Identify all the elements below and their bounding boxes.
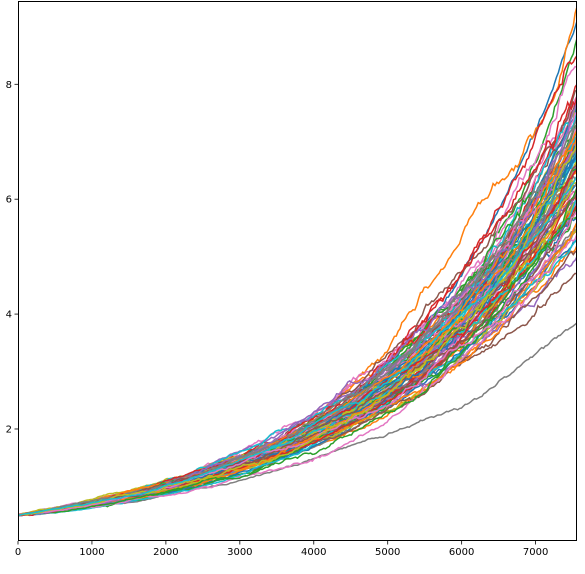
series-lines — [18, 6, 577, 517]
x-tick-label: 5000 — [375, 547, 400, 558]
x-tick-label: 7000 — [523, 547, 548, 558]
x-tick-label: 0 — [15, 547, 21, 558]
plot-area — [18, 1, 577, 541]
x-tick-label: 3000 — [227, 547, 252, 558]
x-tick-label: 1000 — [79, 547, 104, 558]
y-axis: 2 4 6 8 — [6, 80, 18, 435]
plot-frame — [18, 1, 577, 541]
series-line — [18, 210, 577, 516]
x-axis: 0 1000 2000 3000 4000 5000 6000 7000 — [15, 541, 548, 558]
x-tick-label: 4000 — [301, 547, 326, 558]
series-line — [18, 215, 577, 516]
x-tick-label: 2000 — [153, 547, 178, 558]
y-tick-label: 4 — [6, 310, 12, 321]
series-line — [18, 147, 577, 516]
y-tick-label: 2 — [6, 424, 12, 435]
series-line — [18, 175, 577, 516]
x-tick-label: 6000 — [449, 547, 474, 558]
y-tick-label: 6 — [6, 195, 12, 206]
y-tick-label: 8 — [6, 80, 12, 91]
